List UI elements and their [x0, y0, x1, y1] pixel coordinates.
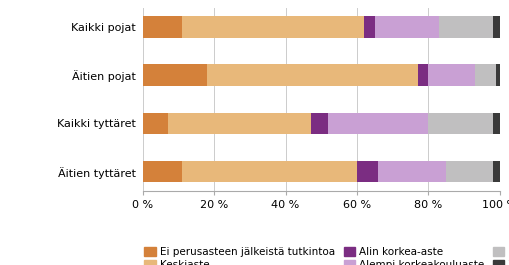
Bar — [182, 16, 363, 38]
Legend: Ei perusasteen jälkeistä tutkintoa, Keskiaste, Alin korkea-aste, Alempi korkeako: Ei perusasteen jälkeistä tutkintoa, Kesk… — [144, 247, 509, 265]
Bar — [492, 16, 499, 38]
Bar — [143, 64, 207, 86]
Bar — [474, 64, 495, 86]
Bar — [143, 16, 182, 38]
Bar — [356, 161, 378, 183]
Bar — [143, 161, 182, 183]
Bar — [428, 113, 492, 134]
Bar — [445, 161, 492, 183]
Bar — [438, 16, 492, 38]
Bar — [492, 113, 499, 134]
Bar — [495, 64, 499, 86]
Bar — [143, 113, 167, 134]
Bar — [328, 113, 428, 134]
Bar — [378, 161, 445, 183]
Bar — [492, 161, 499, 183]
Bar — [417, 64, 428, 86]
Bar — [207, 64, 417, 86]
Bar — [374, 16, 438, 38]
Bar — [363, 16, 374, 38]
Bar — [428, 64, 474, 86]
Bar — [310, 113, 328, 134]
Bar — [182, 161, 356, 183]
Bar — [167, 113, 310, 134]
